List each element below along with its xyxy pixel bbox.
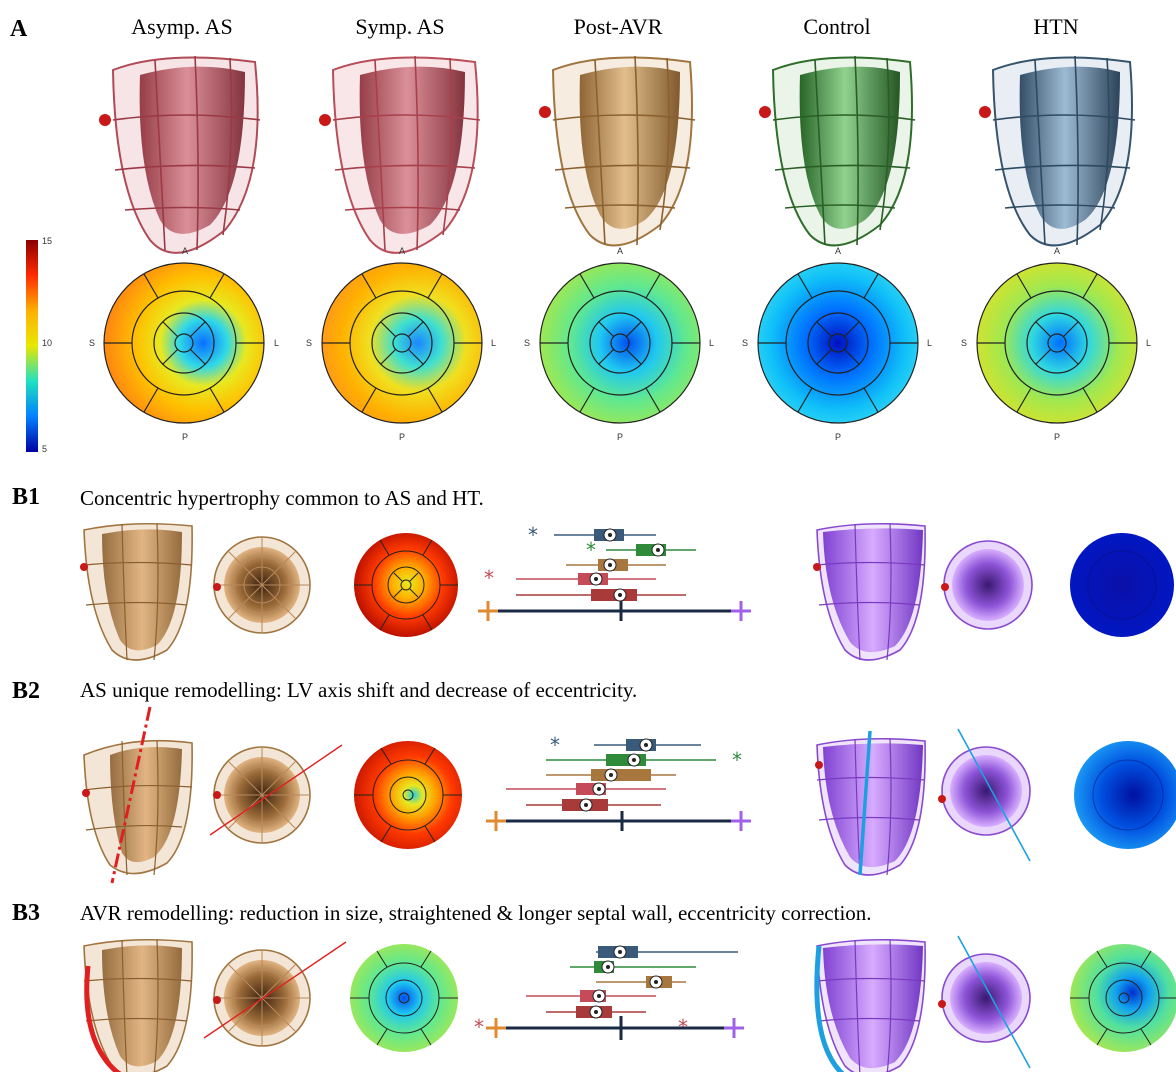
b3-purple-bowl: [938, 935, 1031, 1069]
colorbar-min-label: 5: [42, 444, 48, 454]
b3-boxplot: * *: [474, 945, 744, 1040]
b1-tan-bowl: [213, 536, 311, 634]
b1-tan-heart: [80, 522, 193, 661]
b3-bullseye-green: [1070, 944, 1176, 1052]
colorbar: [26, 240, 38, 452]
b3-bullseye-green: [350, 944, 458, 1052]
colorbar-mid-label: 10: [42, 338, 53, 348]
svg-text:*: *: [586, 538, 596, 562]
b1-boxplot: * * *: [478, 523, 751, 621]
bullseye-label-p-2: P: [399, 432, 406, 442]
bullseye-asymp-as: [103, 262, 265, 424]
heart-control: [759, 55, 916, 247]
row-b3-label: B3: [12, 900, 41, 926]
bullseye-label-s-4: S: [742, 338, 749, 348]
row-b2-graphics: * *: [82, 706, 1176, 884]
b2-purple-heart: [815, 730, 926, 876]
row-b3-graphics: * *: [83, 935, 1176, 1072]
column-title-post-avr: Post-AVR: [573, 14, 663, 39]
column-title-htn: HTN: [1033, 14, 1079, 39]
column-title-control: Control: [803, 14, 871, 39]
row-b3-caption: AVR remodelling: reduction in size, stra…: [80, 901, 872, 925]
row-b1-label: B1: [12, 484, 41, 510]
bullseye-label-a-3: A: [617, 246, 624, 256]
b2-bullseye-cold: [1074, 741, 1176, 849]
bullseye-label-s-5: S: [961, 338, 968, 348]
row-b2-caption: AS unique remodelling: LV axis shift and…: [80, 678, 638, 702]
b1-purple-heart: [813, 522, 926, 661]
bullseye-label-l-1: L: [274, 338, 280, 348]
b3-tan-heart: [83, 938, 193, 1072]
b2-tan-heart: [82, 706, 193, 884]
heart-post-avr: [539, 55, 696, 247]
column-title-symp-as: Symp. AS: [355, 14, 445, 39]
row-b2-label: B2: [12, 678, 41, 704]
bullseye-label-s-3: S: [524, 338, 531, 348]
bullseye-label-p-4: P: [835, 432, 842, 442]
bullseye-label-l-3: L: [709, 338, 715, 348]
bullseye-label-p-5: P: [1054, 432, 1061, 442]
b3-tan-bowl: [203, 941, 347, 1047]
bullseye-symp-as: [321, 262, 483, 424]
bullseye-label-s-1: S: [89, 338, 96, 348]
bullseye-label-p-3: P: [617, 432, 624, 442]
b2-boxplot: * *: [486, 733, 751, 831]
bullseye-label-l-4: L: [927, 338, 933, 348]
bullseye-control: [757, 262, 919, 424]
colorbar-max-label: 15: [42, 236, 53, 246]
b3-purple-heart: [814, 938, 926, 1072]
bullseye-label-s-2: S: [306, 338, 313, 348]
b2-purple-bowl: [938, 728, 1031, 862]
svg-text:*: *: [550, 733, 560, 757]
heart-mesh-row: [99, 55, 1136, 254]
svg-text:*: *: [528, 523, 538, 547]
bullseye-post-avr: [539, 262, 701, 424]
svg-text:*: *: [474, 1015, 484, 1039]
bullseye-label-a-4: A: [835, 246, 842, 256]
b1-bullseye-hot: [354, 533, 458, 637]
b1-purple-bowl: [941, 540, 1033, 630]
column-title-asymp-as: Asymp. AS: [131, 14, 233, 39]
b1-bullseye-cold: [1070, 533, 1174, 637]
row-b1-caption: Concentric hypertrophy common to AS and …: [80, 486, 484, 510]
bullseye-htn: [976, 262, 1138, 424]
svg-text:*: *: [732, 748, 742, 772]
bullseye-label-a-5: A: [1054, 246, 1061, 256]
bullseye-row: [103, 262, 1138, 424]
bullseye-label-a-1: A: [182, 246, 189, 256]
heart-asymp-as: [99, 55, 261, 254]
panel-a-label: A: [10, 16, 28, 42]
heart-symp-as: [319, 55, 481, 254]
b2-bullseye-hot: [354, 741, 462, 849]
bullseye-label-l-5: L: [1146, 338, 1152, 348]
svg-text:*: *: [484, 566, 494, 590]
bullseye-label-a-2: A: [399, 246, 406, 256]
row-b1-graphics: * * *: [80, 522, 1174, 661]
bullseye-label-p-1: P: [182, 432, 189, 442]
bullseye-label-l-2: L: [491, 338, 497, 348]
b2-tan-bowl: [209, 744, 343, 844]
heart-htn: [979, 55, 1136, 247]
